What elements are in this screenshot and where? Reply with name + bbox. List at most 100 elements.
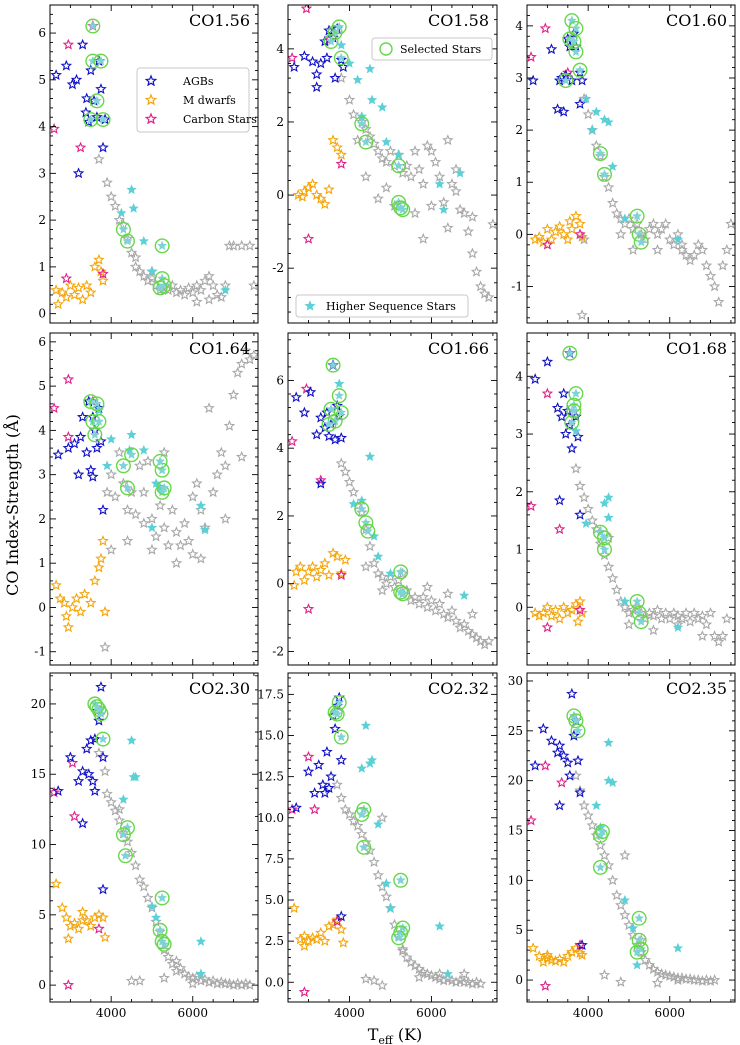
higher-sequence-point	[377, 101, 388, 112]
higher-sequence-point	[373, 551, 384, 561]
field-star-point	[142, 455, 154, 467]
field-star-point	[364, 844, 376, 856]
field-star-point	[409, 145, 421, 157]
higher-sequence-point	[672, 622, 684, 632]
panel-title: CO2.32	[428, 679, 489, 698]
selected-star-circle	[156, 278, 172, 294]
field-star-point	[721, 243, 733, 255]
agb-point	[97, 504, 109, 515]
plot-area	[288, 333, 497, 665]
m-dwarf-point	[56, 901, 68, 913]
m-dwarf-point	[68, 917, 81, 929]
selected-star-circle	[156, 936, 172, 952]
points	[50, 344, 258, 653]
agb-point	[572, 430, 584, 442]
selected-star-circle	[393, 584, 409, 600]
agb-point	[576, 939, 588, 951]
agb-point	[290, 801, 302, 813]
panel-title: CO2.30	[189, 679, 250, 698]
agb-point	[74, 430, 87, 442]
field-star-point	[615, 228, 627, 240]
carbon-star-point	[562, 66, 574, 78]
higher-sequence-point	[434, 178, 445, 189]
selected-star-circle	[325, 357, 341, 373]
agb-point	[335, 431, 348, 443]
y-tick-label: 10	[508, 873, 523, 887]
field-star-point	[166, 958, 179, 969]
m-dwarf-point	[533, 609, 545, 621]
field-star-point	[105, 190, 117, 202]
panel-co2-32: 0.0 2.5 5.0 7.5 10.0 12.5 15.0 17.5 4000 6000 CO2.…	[257, 672, 498, 1020]
field-star-point	[672, 974, 684, 985]
m-dwarf-point	[97, 911, 109, 923]
field-star-point	[178, 517, 191, 529]
selected-star-marker	[91, 701, 102, 711]
higher-sequence-point	[130, 771, 141, 782]
m-dwarf-point	[319, 935, 331, 947]
field-star-point	[487, 218, 497, 230]
m-dwarf-point	[327, 918, 339, 930]
m-dwarf-point	[60, 610, 73, 622]
selected-star-circle	[119, 480, 135, 496]
selected-star-marker	[155, 282, 166, 293]
selected-star-marker	[118, 460, 129, 471]
field-star-point	[109, 804, 121, 816]
field-star-point	[458, 618, 470, 630]
higher-sequence-point	[459, 590, 470, 600]
field-star-point	[602, 859, 615, 871]
m-dwarf-point	[298, 930, 311, 942]
legend-marker-higher	[304, 300, 316, 311]
agb-point	[315, 477, 327, 489]
selected-star-circle	[570, 723, 586, 739]
field-star-point	[142, 274, 154, 286]
m-dwarf-point	[56, 286, 68, 298]
m-dwarf-point	[310, 570, 323, 582]
points	[288, 5, 497, 303]
field-star-point	[417, 178, 429, 189]
selected-star-circle	[124, 447, 140, 463]
selected-star-marker	[155, 456, 166, 466]
field-star-point	[725, 217, 735, 229]
selected-star-circle	[154, 934, 170, 950]
y-tick-label: 2	[276, 115, 284, 129]
field-star-point	[446, 604, 458, 616]
agb-point	[310, 68, 323, 80]
agb-point	[562, 756, 574, 768]
field-star-point	[610, 207, 623, 219]
field-star-point	[219, 459, 232, 471]
m-dwarf-point	[545, 609, 558, 621]
higher-sequence-point	[116, 207, 127, 218]
field-star-point	[704, 606, 717, 618]
y-tick-label: 3	[515, 71, 523, 85]
field-star-point	[117, 477, 130, 489]
agb-point	[529, 759, 541, 771]
field-star-point	[335, 791, 348, 803]
field-star-point	[413, 597, 425, 609]
panel-co1-64: -1 0 1 2 3 4 5 6 CO1.64	[34, 332, 259, 666]
agb-point	[308, 787, 321, 798]
agb-point	[290, 391, 302, 403]
m-dwarf-point	[574, 595, 586, 607]
carbon-star-point	[335, 569, 348, 581]
agb-point	[555, 71, 568, 83]
field-star-point	[700, 259, 713, 271]
m-dwarf-point	[72, 922, 85, 934]
field-star-point	[240, 344, 252, 356]
carbon-star-point	[298, 986, 311, 998]
field-star-point	[146, 901, 158, 913]
carbon-star-point	[300, 5, 313, 14]
selected-star-marker	[95, 708, 106, 719]
field-star-point	[606, 874, 619, 886]
m-dwarf-point	[52, 298, 64, 310]
carbon-star-point	[60, 272, 73, 284]
higher-sequence-point	[364, 63, 376, 74]
m-dwarf-point	[576, 949, 588, 961]
field-star-point	[187, 977, 199, 989]
selected-star-marker	[395, 202, 406, 213]
higher-sequence-point	[587, 124, 598, 135]
m-dwarf-point	[296, 190, 309, 202]
legend-marker-mdwarf	[144, 93, 158, 106]
higher-sequence-point	[373, 818, 384, 829]
carbon-star-point	[50, 122, 60, 134]
selected-star-circle	[93, 53, 109, 69]
